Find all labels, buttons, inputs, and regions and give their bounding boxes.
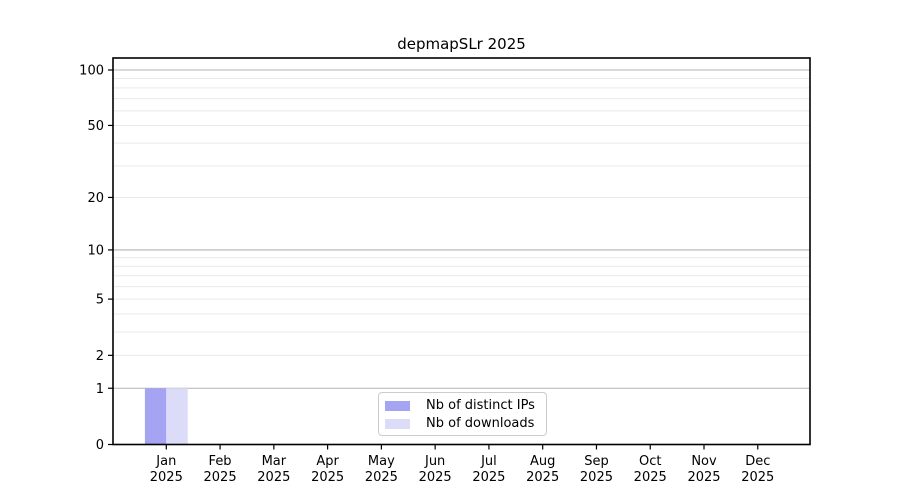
y-tick-label: 1	[96, 382, 104, 397]
x-tick-label-month: May	[368, 454, 395, 469]
x-tick-label-year: 2025	[150, 470, 183, 485]
x-tick-label-month: Jun	[424, 454, 445, 469]
x-tick-label-year: 2025	[634, 470, 667, 485]
bar-distinct-ips	[144, 388, 167, 445]
x-tick-label-month: Mar	[262, 454, 287, 469]
x-tick-label-month: Sep	[584, 454, 609, 469]
bar-downloads	[166, 388, 188, 445]
x-tick-label-year: 2025	[526, 470, 559, 485]
legend-label-distinct-ips: Nb of distinct IPs	[426, 398, 535, 413]
x-tick-label-month: Apr	[316, 454, 339, 469]
legend-swatch-downloads	[385, 419, 410, 429]
x-tick-label-year: 2025	[687, 470, 720, 485]
x-tick-label-month: Jul	[480, 454, 497, 469]
y-tick-label: 5	[96, 293, 104, 308]
x-tick-label-year: 2025	[741, 470, 774, 485]
legend-swatch-distinct-ips	[385, 401, 410, 411]
x-tick-label-month: Jan	[155, 454, 176, 469]
x-tick-label-year: 2025	[204, 470, 237, 485]
x-tick-label-year: 2025	[365, 470, 398, 485]
y-tick-label: 50	[87, 119, 104, 134]
x-tick-label-year: 2025	[257, 470, 290, 485]
x-tick-label-month: Nov	[691, 454, 717, 469]
y-tick-label: 2	[96, 349, 104, 364]
y-tick-label: 20	[87, 191, 104, 206]
legend: Nb of distinct IPs Nb of downloads	[378, 392, 547, 436]
chart-title: depmapSLr 2025	[397, 35, 526, 53]
y-tick-label: 100	[79, 64, 104, 79]
x-tick-label-month: Oct	[639, 454, 661, 469]
x-tick-label-month: Aug	[530, 454, 555, 469]
x-tick-label-month: Dec	[745, 454, 770, 469]
x-tick-label-year: 2025	[311, 470, 344, 485]
legend-label-downloads: Nb of downloads	[426, 416, 535, 431]
x-tick-label-month: Feb	[209, 454, 232, 469]
legend-item-downloads: Nb of downloads	[379, 415, 546, 433]
legend-item-distinct-ips: Nb of distinct IPs	[379, 397, 546, 415]
plot-border	[112, 57, 811, 446]
y-tick-label: 10	[87, 243, 104, 258]
y-tick-label: 0	[96, 438, 104, 453]
x-tick-label-year: 2025	[580, 470, 613, 485]
x-tick-label-year: 2025	[419, 470, 452, 485]
x-tick-label-year: 2025	[472, 470, 505, 485]
